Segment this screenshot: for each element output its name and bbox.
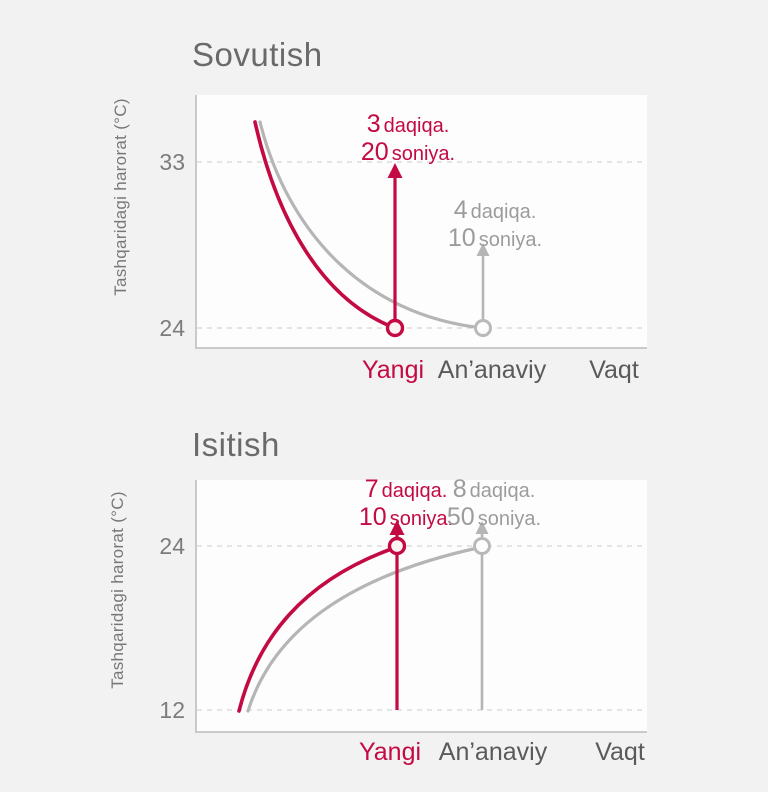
annotation-line: 8 daqiqa. [447, 477, 541, 505]
chart-svg-sovutish [197, 120, 647, 338]
new-marker [387, 536, 407, 556]
conventional-up-arrow-icon [476, 243, 490, 320]
annotation-word: daqiqa. [383, 115, 450, 137]
annotation-number: 50 [446, 503, 475, 531]
x-label-vaqt-isitish: Vaqt [595, 738, 645, 766]
annotation-word: soniya. [391, 143, 456, 165]
conventional-marker [473, 537, 491, 555]
y-tick-24: 24 [159, 315, 185, 341]
x-label-yangi-isitish: Yangi [358, 738, 422, 766]
annotation-word: soniya. [477, 508, 542, 530]
x-label-vaqt-sovutish: Vaqt [589, 356, 639, 384]
annotation-word: daqiqa. [469, 480, 536, 502]
x-label-ananaviy-sovutish: An’anaviy [437, 356, 547, 384]
x-label-ananaviy-isitish: An’anaviy [438, 738, 548, 766]
annotation-word: daqiqa. [470, 201, 537, 223]
chart-svg-isitish [197, 520, 647, 713]
annotation-conventional-isitish: 8 daqiqa. 50 soniya. [447, 477, 541, 533]
annotation-number: 10 [447, 224, 476, 252]
annotation-line: 20 soniya. [361, 140, 455, 168]
new-curve [237, 545, 399, 713]
plot-area-isitish [195, 480, 647, 733]
annotation-word: soniya. [478, 229, 543, 251]
chart-title-sovutish: Sovutish [192, 36, 323, 73]
annotation-number: 8 [452, 475, 467, 503]
y-tick-12-isitish: 12 [159, 697, 185, 723]
annotation-line: 50 soniya. [447, 505, 541, 533]
y-tick-33: 33 [159, 149, 185, 175]
annotation-new-isitish: 7 daqiqa. 10 soniya. [359, 477, 453, 533]
annotation-line: 10 soniya. [448, 226, 542, 254]
new-marker [385, 318, 405, 338]
annotation-number: 7 [364, 475, 379, 503]
annotation-line: 7 daqiqa. [359, 477, 453, 505]
annotation-number: 20 [360, 138, 389, 166]
y-tick-24-isitish: 24 [159, 533, 185, 559]
plot-area-sovutish [195, 95, 647, 349]
new-up-arrow-icon [389, 520, 405, 710]
annotation-word: soniya. [389, 508, 454, 530]
annotation-line: 4 daqiqa. [448, 198, 542, 226]
y-axis-label-isitish: Tashqaridagi harorat (°C) [108, 491, 127, 689]
new-up-arrow-icon [387, 163, 403, 320]
annotation-number: 4 [453, 196, 468, 224]
new-curve [253, 120, 397, 330]
annotation-line: 10 soniya. [359, 505, 453, 533]
conventional-curve [246, 545, 484, 713]
conventional-marker [474, 319, 492, 337]
annotation-new-sovutish: 3 daqiqa. 20 soniya. [361, 112, 455, 168]
annotation-conventional-sovutish: 4 daqiqa. 10 soniya. [448, 198, 542, 254]
conventional-curve [258, 120, 485, 330]
annotation-line: 3 daqiqa. [361, 112, 455, 140]
annotation-number: 10 [358, 503, 387, 531]
chart-title-isitish: Isitish [192, 426, 280, 463]
conventional-up-arrow-icon [475, 521, 489, 710]
y-axis-label-sovutish: Tashqaridagi harorat (°C) [111, 98, 130, 296]
annotation-number: 3 [366, 110, 381, 138]
x-label-yangi-sovutish: Yangi [361, 356, 425, 384]
annotation-word: daqiqa. [381, 480, 448, 502]
